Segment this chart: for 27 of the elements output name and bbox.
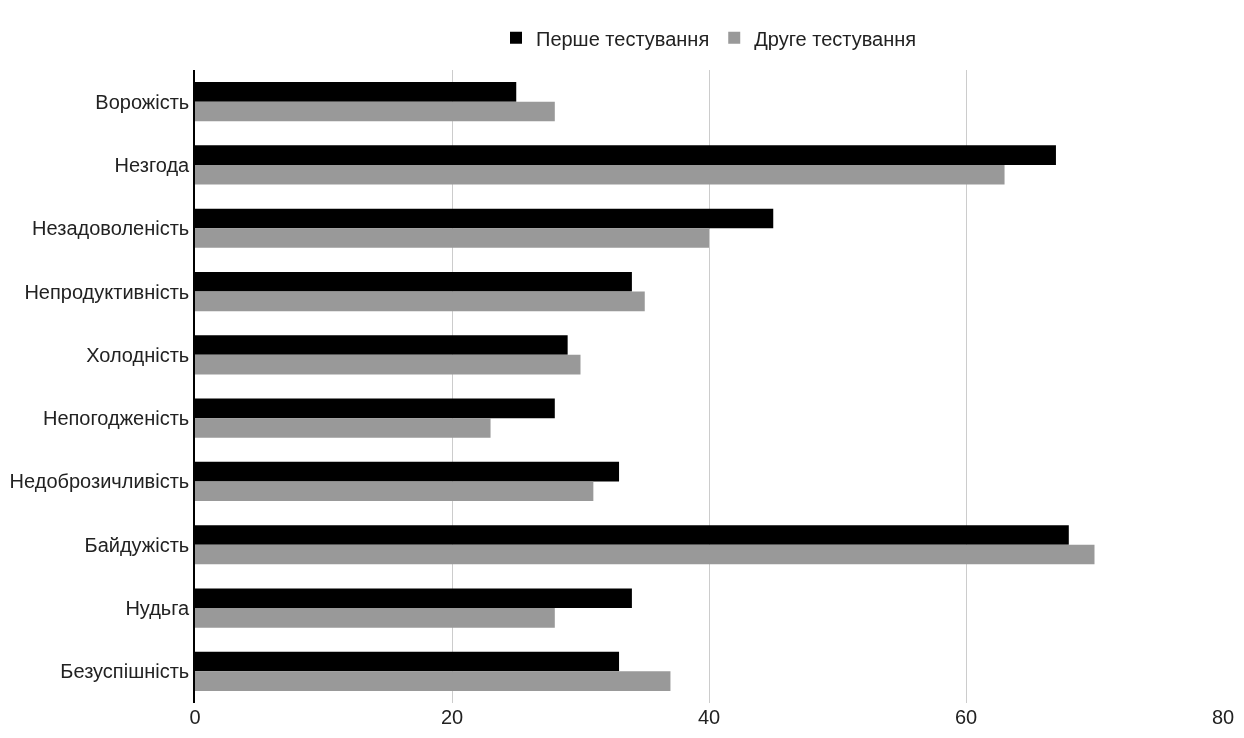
bar [195,101,555,122]
bar [195,671,671,691]
y-tick-label: Безуспішність [60,660,190,683]
y-tick-label: Незадоволеність [32,217,190,240]
y-tick-label: Недоброзичливість [9,470,190,493]
x-tick-label: 40 [697,706,721,728]
y-tick-label: Непогодженість [42,407,190,430]
bar [195,608,555,628]
x-tick-label: 80 [1211,706,1235,728]
legend-label: Перше тестування [536,27,710,50]
bar [195,481,594,502]
bar [195,544,1095,565]
y-tick-label: Байдужість [84,533,190,556]
y-tick-label: Незгода [114,153,191,176]
y-tick-label: Нудьга [125,597,191,620]
y-tick-label: Ворожість [95,90,190,113]
bar [195,291,645,312]
bar [195,228,709,248]
x-tick-label: 20 [440,706,464,728]
legend-label: Друге тестування [754,27,917,50]
x-tick-label: 0 [189,706,201,728]
y-tick-label: Непродуктивність [24,280,190,303]
x-tick-label: 60 [954,706,978,728]
bar [195,354,581,375]
y-tick-label: Холодність [86,343,190,366]
bar [195,418,491,438]
bar [195,164,1005,185]
